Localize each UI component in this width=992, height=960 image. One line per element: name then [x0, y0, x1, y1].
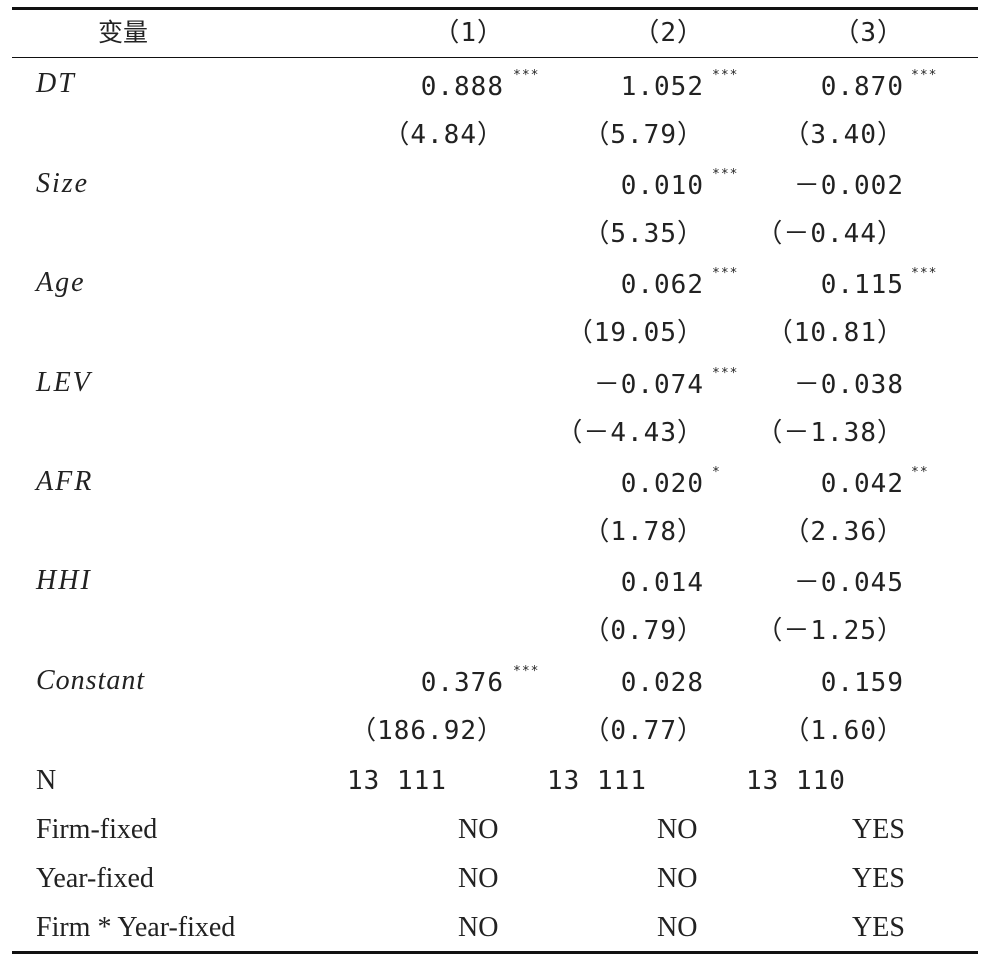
coef-dt-c2: 1.052	[620, 72, 704, 102]
header-variable: 变量	[98, 18, 149, 47]
sig-lev-c2: ***	[712, 366, 739, 381]
tstat-constant-c2: （0.77）	[583, 716, 704, 746]
tstat-age-c3: （10.81）	[766, 318, 904, 348]
header-col2: （2）	[633, 18, 704, 48]
row-label-firm-year-fixed: Firm * Year-fixed	[36, 912, 236, 943]
sig-dt-c2: ***	[712, 68, 739, 83]
tstat-hhi-c3: （－1.25）	[756, 616, 904, 646]
row-label-dt: DT	[36, 68, 76, 99]
row-label-firm-fixed: Firm-fixed	[36, 814, 158, 845]
row-label-year-fixed: Year-fixed	[36, 863, 154, 894]
table-top-rule	[12, 7, 978, 10]
header-col3: （3）	[833, 18, 904, 48]
coef-constant-c3: 0.159	[820, 668, 904, 698]
coef-dt-c1: 0.888	[420, 72, 504, 102]
tstat-constant-c1: （186.92）	[350, 716, 504, 746]
coef-hhi-c2: 0.014	[620, 568, 704, 598]
firm-year-fixed-c3: YES	[852, 912, 905, 943]
coef-age-c3: 0.115	[820, 270, 904, 300]
row-label-hhi: HHI	[36, 565, 92, 596]
coef-constant-c1: 0.376	[420, 668, 504, 698]
sig-afr-c3: **	[911, 465, 929, 480]
coef-age-c2: 0.062	[620, 270, 704, 300]
coef-afr-c3: 0.042	[820, 469, 904, 499]
year-fixed-c2: NO	[657, 863, 698, 894]
n-c3: 13 110	[746, 766, 846, 796]
firm-fixed-c3: YES	[852, 814, 905, 845]
row-label-n: N	[36, 765, 57, 796]
tstat-size-c2: （5.35）	[583, 219, 704, 249]
tstat-lev-c3: （－1.38）	[756, 418, 904, 448]
n-c1: 13 111	[347, 766, 447, 796]
sig-age-c2: ***	[712, 266, 739, 281]
coef-afr-c2: 0.020	[620, 469, 704, 499]
row-label-size: Size	[36, 168, 90, 199]
coef-constant-c2: 0.028	[620, 668, 704, 698]
firm-year-fixed-c2: NO	[657, 912, 698, 943]
tstat-size-c3: （－0.44）	[756, 219, 904, 249]
coef-size-c3: －0.002	[793, 171, 904, 201]
tstat-age-c2: （19.05）	[566, 318, 704, 348]
sig-dt-c3: ***	[911, 68, 938, 83]
sig-afr-c2: *	[712, 465, 721, 480]
coef-lev-c3: －0.038	[793, 370, 904, 400]
tstat-hhi-c2: （0.79）	[583, 616, 704, 646]
tstat-afr-c3: （2.36）	[783, 517, 904, 547]
n-c2: 13 111	[547, 766, 647, 796]
sig-dt-c1: ***	[513, 68, 540, 83]
row-label-constant: Constant	[36, 665, 146, 696]
firm-fixed-c1: NO	[458, 814, 499, 845]
row-label-age: Age	[36, 267, 86, 298]
sig-constant-c1: ***	[513, 664, 540, 679]
row-label-lev: LEV	[36, 367, 92, 398]
tstat-lev-c2: （－4.43）	[556, 418, 704, 448]
firm-fixed-c2: NO	[657, 814, 698, 845]
tstat-dt-c1: （4.84）	[383, 120, 504, 150]
sig-age-c3: ***	[911, 266, 938, 281]
year-fixed-c1: NO	[458, 863, 499, 894]
header-col1: （1）	[433, 18, 504, 48]
coef-lev-c2: －0.074	[593, 370, 704, 400]
tstat-afr-c2: （1.78）	[583, 517, 704, 547]
tstat-dt-c3: （3.40）	[783, 120, 904, 150]
table-header-rule	[12, 57, 978, 58]
sig-size-c2: ***	[712, 167, 739, 182]
table-bottom-rule	[12, 951, 978, 954]
coef-size-c2: 0.010	[620, 171, 704, 201]
year-fixed-c3: YES	[852, 863, 905, 894]
row-label-afr: AFR	[36, 466, 94, 497]
coef-dt-c3: 0.870	[820, 72, 904, 102]
tstat-dt-c2: （5.79）	[583, 120, 704, 150]
tstat-constant-c3: （1.60）	[783, 716, 904, 746]
firm-year-fixed-c1: NO	[458, 912, 499, 943]
coef-hhi-c3: －0.045	[793, 568, 904, 598]
